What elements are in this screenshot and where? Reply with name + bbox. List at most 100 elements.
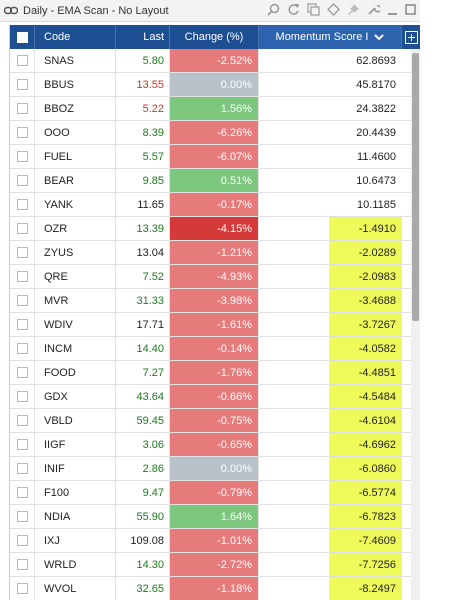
row-select-cell[interactable] <box>10 313 35 336</box>
row-select-cell[interactable] <box>10 553 35 576</box>
row-select-cell[interactable] <box>10 289 35 312</box>
table-row[interactable]: QRE 7.52 -4.93% -2.0983 <box>10 265 411 289</box>
table-row[interactable]: INCM 14.40 -0.14% -4.0582 <box>10 337 411 361</box>
close-icon[interactable] <box>405 4 416 15</box>
add-column-button[interactable] <box>402 25 420 49</box>
row-checkbox[interactable] <box>16 175 28 186</box>
table-row[interactable]: MVR 31.33 -3.98% -3.4688 <box>10 289 411 313</box>
momentum-value: -4.5484 <box>358 390 396 403</box>
row-checkbox[interactable] <box>16 199 28 210</box>
header-select-all[interactable] <box>10 25 35 49</box>
table-row[interactable]: NDIA 55.90 1.64% -6.7823 <box>10 505 411 529</box>
change-cell: -6.26% <box>170 121 259 144</box>
table-row[interactable]: WVOL 32.65 -1.18% -8.2497 <box>10 577 411 600</box>
row-checkbox[interactable] <box>16 151 28 162</box>
row-select-cell[interactable] <box>10 409 35 432</box>
row-checkbox[interactable] <box>16 79 28 90</box>
row-checkbox[interactable] <box>16 55 28 66</box>
row-checkbox[interactable] <box>16 583 28 594</box>
row-checkbox[interactable] <box>16 415 28 426</box>
row-select-cell[interactable] <box>10 529 35 552</box>
table-row[interactable]: OOO 8.39 -6.26% 20.4439 <box>10 121 411 145</box>
header-last[interactable]: Last <box>116 25 170 49</box>
header-momentum-score[interactable]: Momentum Score I <box>259 25 402 49</box>
table-row[interactable]: FUEL 5.57 -6.07% 11.4600 <box>10 145 411 169</box>
header-change[interactable]: Change (%) <box>170 25 259 49</box>
select-all-checkbox[interactable] <box>16 31 28 43</box>
row-checkbox[interactable] <box>16 367 28 378</box>
copy-icon[interactable] <box>307 3 320 16</box>
table-row[interactable]: VBLD 59.45 -0.75% -4.6104 <box>10 409 411 433</box>
table-header: Code Last Change (%) Momentum Score I <box>10 25 420 49</box>
row-checkbox[interactable] <box>16 535 28 546</box>
row-select-cell[interactable] <box>10 121 35 144</box>
row-select-cell[interactable] <box>10 433 35 456</box>
table-row[interactable]: INIF 2.86 0.00% -6.0860 <box>10 457 411 481</box>
row-checkbox[interactable] <box>16 103 28 114</box>
table-row[interactable]: FOOD 7.27 -1.76% -4.4851 <box>10 361 411 385</box>
table-row[interactable]: ZYUS 13.04 -1.21% -2.0289 <box>10 241 411 265</box>
vertical-scrollbar[interactable] <box>411 49 420 600</box>
table-row[interactable]: IXJ 109.08 -1.01% -7.4609 <box>10 529 411 553</box>
last-cell: 3.06 <box>116 433 170 456</box>
diamond-icon[interactable] <box>327 3 340 16</box>
row-select-cell[interactable] <box>10 385 35 408</box>
row-select-cell[interactable] <box>10 481 35 504</box>
row-select-cell[interactable] <box>10 73 35 96</box>
header-code[interactable]: Code <box>35 25 116 49</box>
table-row[interactable]: BBUS 13.55 0.00% 45.8170 <box>10 73 411 97</box>
row-checkbox[interactable] <box>16 559 28 570</box>
table-row[interactable]: IIGF 3.06 -0.65% -4.6962 <box>10 433 411 457</box>
table-row[interactable]: GDX 43.64 -0.66% -4.5484 <box>10 385 411 409</box>
table-body: SNAS 5.80 -2.52% 62.8693 BBUS 13.55 0.00% 45.81… <box>10 49 411 600</box>
row-select-cell[interactable] <box>10 145 35 168</box>
table-row[interactable]: OZR 13.39 -4.15% -1.4910 <box>10 217 411 241</box>
table-row[interactable]: SNAS 5.80 -2.52% 62.8693 <box>10 49 411 73</box>
code-cell: OOO <box>35 121 116 144</box>
momentum-cell: 11.4600 <box>259 145 402 168</box>
row-select-cell[interactable] <box>10 169 35 192</box>
row-checkbox[interactable] <box>16 463 28 474</box>
link-icon[interactable] <box>4 6 18 15</box>
row-checkbox[interactable] <box>16 295 28 306</box>
pin-icon[interactable] <box>347 3 360 16</box>
row-select-cell[interactable] <box>10 337 35 360</box>
row-checkbox[interactable] <box>16 343 28 354</box>
row-checkbox[interactable] <box>16 511 28 522</box>
row-select-cell[interactable] <box>10 265 35 288</box>
momentum-cell: -8.2497 <box>259 577 402 600</box>
momentum-cell: -6.7823 <box>259 505 402 528</box>
settings-icon[interactable] <box>367 3 380 16</box>
row-select-cell[interactable] <box>10 97 35 120</box>
code-cell: WDIV <box>35 313 116 336</box>
row-select-cell[interactable] <box>10 457 35 480</box>
table-row[interactable]: BEAR 9.85 0.51% 10.6473 <box>10 169 411 193</box>
table-row[interactable]: WRLD 14.30 -2.72% -7.7256 <box>10 553 411 577</box>
row-select-cell[interactable] <box>10 193 35 216</box>
refresh-icon[interactable] <box>287 3 300 16</box>
row-checkbox[interactable] <box>16 319 28 330</box>
table-row[interactable]: YANK 11.65 -0.17% 10.1185 <box>10 193 411 217</box>
momentum-highlight <box>329 577 402 600</box>
row-checkbox[interactable] <box>16 487 28 498</box>
row-checkbox[interactable] <box>16 247 28 258</box>
table-row[interactable]: WDIV 17.71 -1.61% -3.7267 <box>10 313 411 337</box>
table-row[interactable]: F100 9.47 -0.79% -6.5774 <box>10 481 411 505</box>
chevron-down-icon[interactable] <box>374 33 385 41</box>
search-icon[interactable] <box>267 3 280 16</box>
row-select-cell[interactable] <box>10 577 35 600</box>
row-select-cell[interactable] <box>10 217 35 240</box>
table-row[interactable]: BBOZ 5.22 1.56% 24.3822 <box>10 97 411 121</box>
row-select-cell[interactable] <box>10 361 35 384</box>
row-checkbox[interactable] <box>16 223 28 234</box>
row-checkbox[interactable] <box>16 439 28 450</box>
row-select-cell[interactable] <box>10 241 35 264</box>
row-checkbox[interactable] <box>16 127 28 138</box>
row-checkbox[interactable] <box>16 391 28 402</box>
row-select-cell[interactable] <box>10 505 35 528</box>
row-checkbox[interactable] <box>16 271 28 282</box>
scrollbar-thumb[interactable] <box>412 53 419 321</box>
row-select-cell[interactable] <box>10 49 35 72</box>
window-titlebar: Daily - EMA Scan - No Layout <box>0 0 420 22</box>
minimize-icon[interactable] <box>387 3 398 16</box>
